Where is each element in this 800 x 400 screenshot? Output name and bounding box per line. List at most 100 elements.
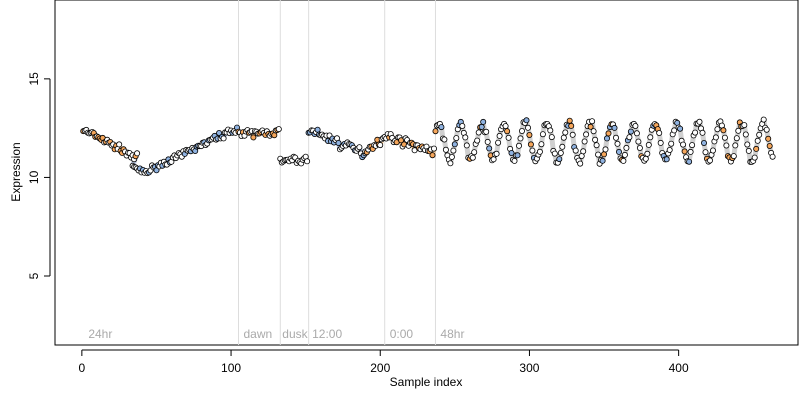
data-point [519,127,526,134]
data-point [657,139,664,146]
data-point [668,140,675,147]
data-point [432,128,439,135]
data-point [548,134,555,141]
region-label: dusk [282,327,308,341]
x-tick-label: 400 [669,361,689,375]
data-point [483,128,490,135]
data-point [525,124,532,131]
data-point [593,142,600,149]
data-point [438,124,445,131]
data-point [601,151,608,158]
region-labels: 24hr dawn dusk 12:00 0:00 48hr [88,327,464,341]
data-point [469,154,476,161]
data-point [451,141,458,148]
plot-frame [54,0,799,346]
data-point [712,134,719,141]
data-points [80,116,776,177]
x-tick-label: 300 [519,361,539,375]
data-point [636,144,643,151]
data-point [730,153,737,160]
data-point [614,140,621,147]
data-point [605,130,612,137]
region-label: 0:00 [390,327,414,341]
data-point [766,142,773,149]
data-point [134,150,141,157]
data-point [686,158,693,165]
data-point [556,156,563,163]
y-tick-label: 10 [27,170,41,184]
data-point [514,152,521,159]
data-point [526,131,533,138]
data-point [568,122,575,129]
data-point [523,117,530,124]
data-point [621,151,628,158]
data-point [547,127,554,134]
data-point [480,118,487,125]
data-point [508,149,515,156]
series-line [82,127,140,171]
data-point [635,138,642,145]
data-point [714,126,721,133]
data-point [620,157,627,164]
data-point [751,154,758,161]
data-point [760,116,767,123]
data-point [681,148,688,155]
data-point [626,134,633,141]
data-point [502,123,509,130]
data-point [496,132,503,139]
data-point [702,149,709,156]
data-point [539,131,546,138]
data-point [647,134,654,141]
data-point [216,129,223,136]
data-point [753,145,760,152]
data-point [645,141,652,148]
data-point [463,142,470,149]
data-point [754,137,761,144]
data-point [478,123,485,130]
data-point [304,158,311,165]
data-point [592,136,599,143]
data-point [538,141,545,148]
x-axis: 0 100 200 300 400 [79,349,689,375]
data-point [599,157,606,164]
data-point [462,134,469,141]
data-point [429,152,436,159]
data-point [666,146,673,153]
data-point [701,139,708,146]
data-point [448,153,455,160]
data-point [723,142,730,149]
data-point [741,122,748,129]
data-point [663,156,670,163]
data-point [583,131,590,138]
data-point [551,150,558,157]
data-point [493,150,500,157]
data-point [557,149,564,156]
data-point [656,129,663,136]
data-point [595,151,602,158]
data-point [116,141,123,148]
data-point [623,144,630,151]
region-label: 12:00 [312,327,342,341]
data-point [581,138,588,145]
data-point [475,129,482,136]
data-point [763,126,770,133]
data-point [580,148,587,155]
data-point [511,157,518,164]
data-point [471,149,478,156]
region-boundaries [238,0,436,345]
data-point [696,118,703,125]
data-point [250,134,257,141]
data-point [504,128,511,135]
data-point [559,143,566,150]
region-label: 48hr [440,327,464,341]
data-point [314,126,321,133]
data-point [517,135,524,142]
y-axis-label: Expression [9,142,23,201]
data-point [577,160,584,167]
data-point [529,147,536,154]
data-point [569,131,576,138]
data-point [735,127,742,134]
data-point [484,138,491,145]
data-point [604,135,611,142]
data-point [495,139,502,146]
